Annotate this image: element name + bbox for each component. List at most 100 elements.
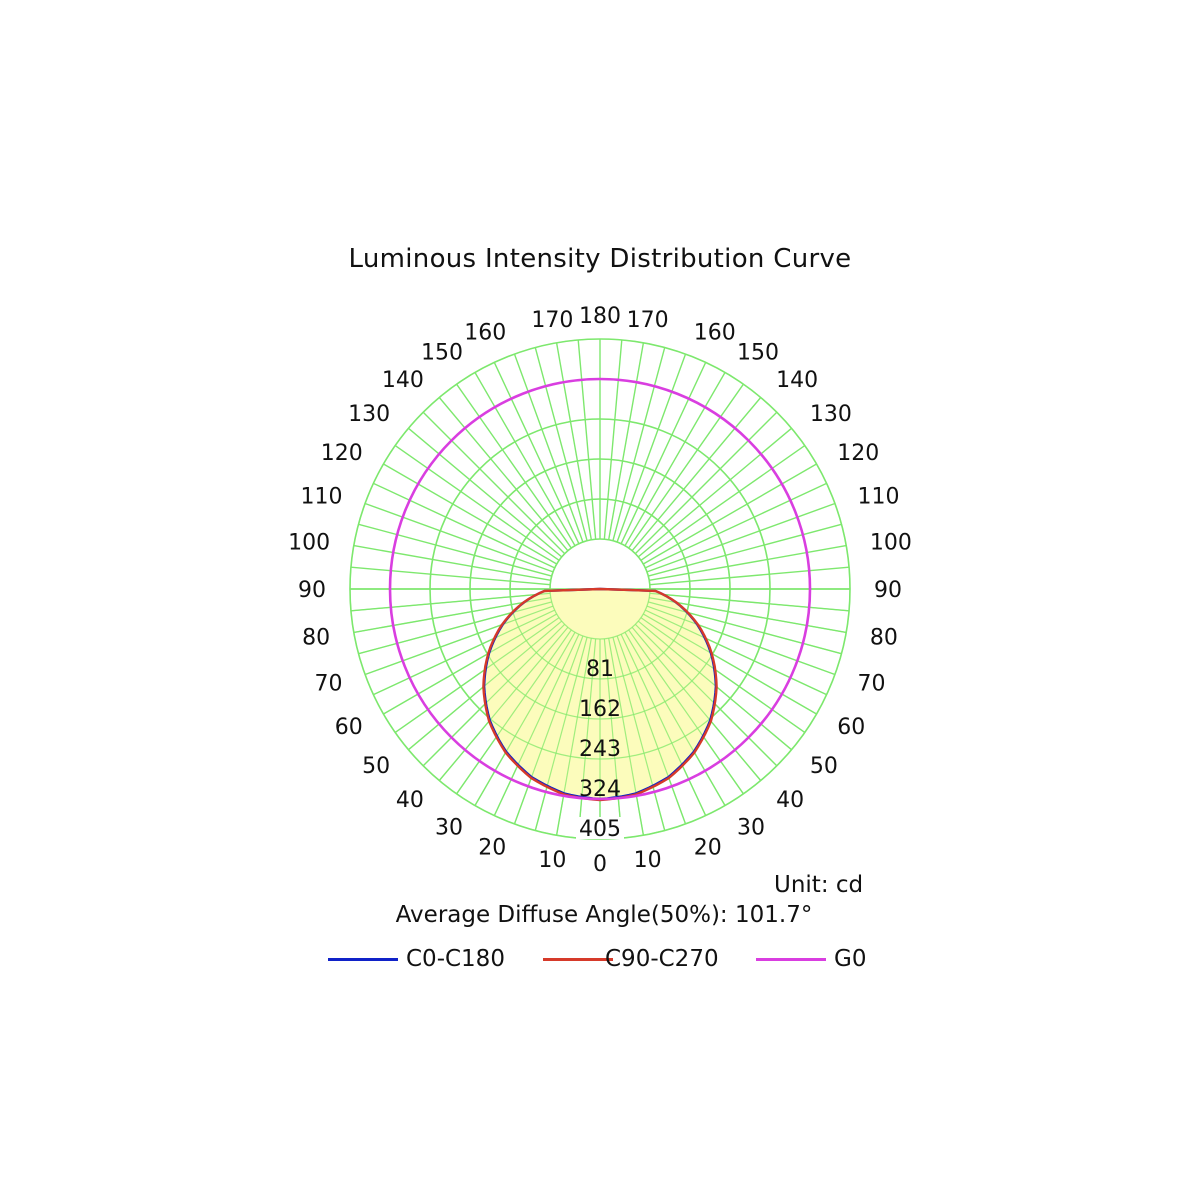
angle-label-left: 100 — [288, 530, 330, 555]
radial-tick-label: 162 — [579, 697, 621, 722]
grid-spoke — [364, 502, 554, 573]
grid-spoke — [634, 411, 778, 555]
grid-spoke-overlay — [422, 623, 566, 767]
grid-spoke — [493, 362, 580, 544]
radial-tick-label: 243 — [579, 737, 621, 762]
grid-spoke-overlay — [648, 601, 842, 655]
angle-label-right: 120 — [837, 441, 879, 466]
radial-tick-bg — [576, 817, 624, 839]
grid-spoke — [555, 342, 593, 540]
angle-label-left: 120 — [321, 441, 363, 466]
legend-swatch-c90 — [543, 958, 613, 961]
angle-label-right: 90 — [874, 578, 902, 603]
grid-spoke — [373, 482, 555, 569]
grid-spoke — [612, 347, 666, 541]
grid-spoke — [577, 339, 597, 540]
grid-spoke — [616, 353, 687, 543]
grid-spoke — [628, 383, 744, 549]
grid-spoke-overlay — [350, 592, 551, 612]
grid-spoke — [607, 342, 645, 540]
grid-spoke — [422, 411, 566, 555]
angle-label-right: 70 — [857, 672, 885, 697]
radial-tick-label: 405 — [579, 817, 621, 842]
angle-label-left: 20 — [478, 835, 506, 860]
grid-spoke-overlay — [645, 609, 827, 696]
angle-label-right: 130 — [810, 402, 852, 427]
grid-spoke-overlay — [534, 637, 588, 831]
legend-label-c0: C0-C180 — [406, 946, 505, 972]
angle-label-right: 100 — [870, 530, 912, 555]
unit-label: Unit: cd — [774, 872, 864, 898]
grid-spoke-overlay — [556, 638, 592, 836]
grid-spoke-overlay — [643, 613, 817, 715]
angle-label-left: 110 — [301, 484, 343, 509]
angle-label-left: 10 — [538, 848, 566, 873]
grid-spoke — [408, 427, 563, 558]
grid-spoke — [456, 383, 572, 549]
grid-spoke-overlay — [628, 629, 744, 795]
angle-label-left: 140 — [382, 368, 424, 393]
grid-spoke — [620, 362, 707, 544]
grid-ring-overlay — [469, 458, 731, 720]
grid-spoke — [648, 523, 842, 577]
angle-label-right: 20 — [694, 835, 722, 860]
grid-spoke-overlay — [474, 632, 576, 806]
angle-label-right: 110 — [857, 484, 899, 509]
grid-spoke — [637, 427, 792, 558]
grid-spoke-overlay — [649, 597, 847, 633]
grid-spoke-overlay — [634, 623, 778, 767]
grid-spoke — [534, 347, 588, 541]
grid-spoke-overlay — [624, 632, 726, 806]
angle-label-right: 80 — [870, 626, 898, 651]
angle-label-left: 130 — [348, 402, 390, 427]
grid-spoke-overlay — [603, 638, 623, 839]
grid-spoke-overlay — [640, 617, 806, 733]
angle-label-right: 170 — [627, 308, 669, 333]
grid-spoke-overlay — [358, 601, 552, 655]
angle-label-right: 140 — [776, 368, 818, 393]
grid-spoke — [513, 353, 584, 543]
angle-label-left: 30 — [435, 815, 463, 840]
legend-label-g0: G0 — [834, 946, 867, 972]
angle-label-left: 160 — [464, 321, 506, 346]
angle-label-left: 40 — [396, 788, 424, 813]
grid-spoke — [642, 463, 817, 565]
grid-spoke — [631, 397, 762, 552]
angle-label-right: 40 — [776, 788, 804, 813]
angle-label-left: 170 — [531, 308, 573, 333]
angle-label-left: 70 — [315, 672, 343, 697]
grid-spoke-overlay — [513, 635, 584, 825]
grid-spoke — [640, 445, 806, 561]
grid-ring-overlay — [549, 538, 651, 640]
grid-spoke-overlay — [616, 635, 687, 825]
radial-tick-label: 324 — [579, 777, 621, 802]
angle-label-right: 160 — [694, 321, 736, 346]
grid-spoke — [353, 544, 551, 582]
grid-spoke — [646, 502, 836, 573]
chart-title: Luminous Intensity Distribution Curve — [348, 244, 852, 274]
angle-label-left: 60 — [335, 715, 363, 740]
angle-label-left: 0 — [593, 852, 607, 877]
series-line-g0 — [388, 377, 812, 801]
grid-spoke — [474, 372, 576, 547]
grid-spoke — [383, 463, 558, 565]
grid-ring-overlay — [429, 418, 771, 760]
grid-spoke — [649, 544, 847, 582]
average-angle-label: Average Diffuse Angle(50%): 101.7° — [395, 902, 813, 928]
grid-spoke-overlay — [373, 609, 555, 696]
grid-spoke-overlay — [612, 637, 666, 831]
angle-label-right: 150 — [737, 341, 779, 366]
grid-ring-overlay — [509, 498, 691, 680]
grid-spoke-overlay — [649, 592, 850, 612]
angle-label-right: 10 — [634, 848, 662, 873]
radial-tick-label: 81 — [586, 657, 614, 682]
angle-label-left: 90 — [298, 578, 326, 603]
angle-label-left: 150 — [421, 341, 463, 366]
grid-spoke — [603, 339, 623, 540]
grid-spoke-overlay — [577, 638, 597, 839]
grid-spoke — [438, 397, 569, 552]
grid-spoke-overlay — [456, 629, 572, 795]
legend-swatch-c0 — [328, 958, 398, 961]
grid-spoke-overlay — [493, 634, 580, 816]
